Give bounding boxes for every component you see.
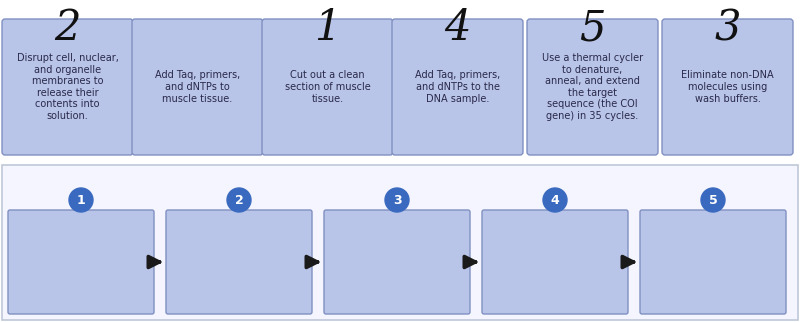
Text: 5: 5: [709, 194, 718, 206]
Circle shape: [385, 188, 409, 212]
Text: Use a thermal cycler
to denature,
anneal, and extend
the target
sequence (the CO: Use a thermal cycler to denature, anneal…: [542, 53, 643, 121]
Text: Eliminate non-DNA
molecules using
wash buffers.: Eliminate non-DNA molecules using wash b…: [681, 71, 774, 104]
FancyBboxPatch shape: [132, 19, 263, 155]
FancyBboxPatch shape: [527, 19, 658, 155]
Circle shape: [227, 188, 251, 212]
FancyBboxPatch shape: [482, 210, 628, 314]
Text: 4: 4: [444, 7, 470, 49]
Text: 3: 3: [393, 194, 402, 206]
Circle shape: [543, 188, 567, 212]
Text: 3: 3: [714, 7, 741, 49]
Text: 5: 5: [579, 7, 606, 49]
FancyBboxPatch shape: [166, 210, 312, 314]
FancyBboxPatch shape: [392, 19, 523, 155]
Text: Add Taq, primers,
and dNTPs to the
DNA sample.: Add Taq, primers, and dNTPs to the DNA s…: [415, 71, 500, 104]
FancyBboxPatch shape: [640, 210, 786, 314]
Bar: [2, 165, 798, 320]
FancyBboxPatch shape: [2, 19, 133, 155]
FancyBboxPatch shape: [8, 210, 154, 314]
Text: 2: 2: [54, 7, 81, 49]
Text: 1: 1: [77, 194, 86, 206]
FancyBboxPatch shape: [262, 19, 393, 155]
Text: 4: 4: [550, 194, 559, 206]
FancyBboxPatch shape: [662, 19, 793, 155]
FancyBboxPatch shape: [324, 210, 470, 314]
Text: 1: 1: [314, 7, 341, 49]
Circle shape: [701, 188, 725, 212]
Text: Disrupt cell, nuclear,
and organelle
membranes to
release their
contents into
so: Disrupt cell, nuclear, and organelle mem…: [17, 53, 118, 121]
Circle shape: [69, 188, 93, 212]
Text: Add Taq, primers,
and dNTPs to
muscle tissue.: Add Taq, primers, and dNTPs to muscle ti…: [155, 71, 240, 104]
Text: 2: 2: [234, 194, 243, 206]
Text: Cut out a clean
section of muscle
tissue.: Cut out a clean section of muscle tissue…: [285, 71, 370, 104]
